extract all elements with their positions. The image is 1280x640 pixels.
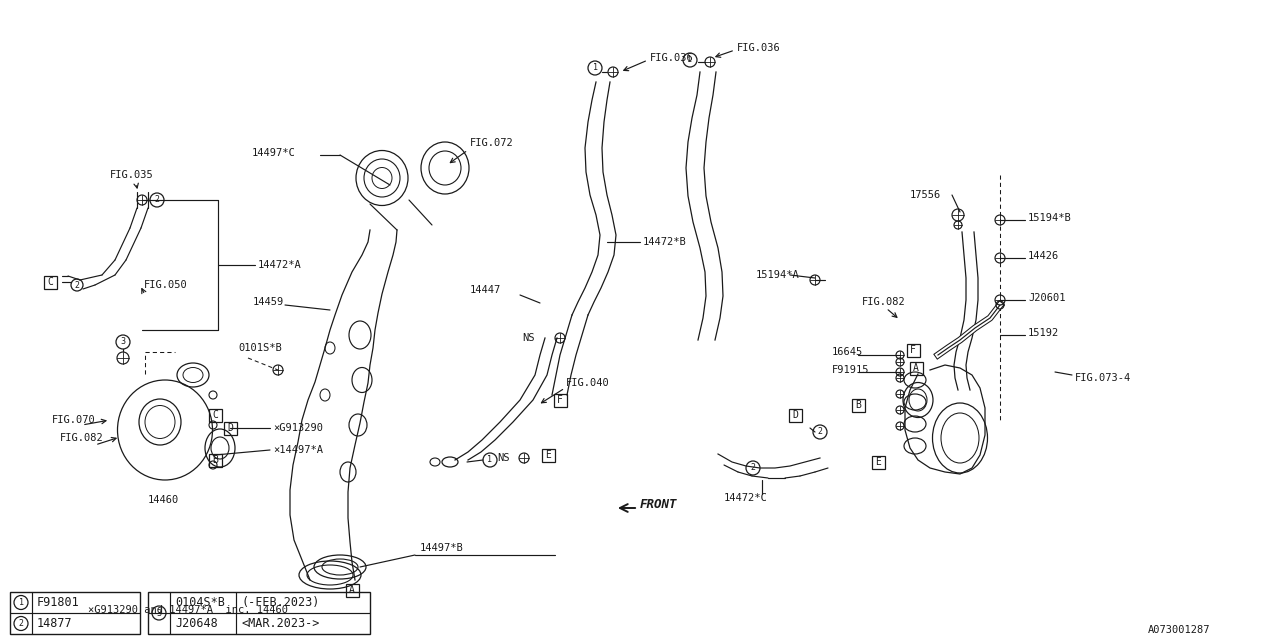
Bar	[346, 584, 358, 596]
Text: E: E	[876, 457, 881, 467]
Bar	[44, 275, 56, 289]
Text: 2: 2	[155, 195, 160, 205]
Text: FIG.040: FIG.040	[566, 378, 609, 388]
Text: FIG.036: FIG.036	[650, 53, 694, 63]
Text: 14460: 14460	[148, 495, 179, 505]
Text: F91915: F91915	[832, 365, 869, 375]
Text: FIG.082: FIG.082	[861, 297, 906, 307]
Text: 1: 1	[687, 56, 692, 65]
Bar	[553, 394, 567, 406]
Text: 14472*A: 14472*A	[259, 260, 302, 270]
Bar	[851, 399, 864, 412]
Bar	[224, 422, 237, 435]
Text: 14497*C: 14497*C	[252, 148, 296, 158]
Bar	[906, 344, 919, 356]
Text: 14497*B: 14497*B	[420, 543, 463, 553]
Text: 15192: 15192	[1028, 328, 1060, 338]
Text: 14447: 14447	[470, 285, 502, 295]
Text: 14472*C: 14472*C	[724, 493, 768, 503]
Text: 14877: 14877	[37, 617, 73, 630]
Text: F: F	[557, 395, 563, 405]
Text: 0101S*B: 0101S*B	[238, 343, 282, 353]
Text: 14459: 14459	[253, 297, 284, 307]
Text: 2: 2	[18, 619, 23, 628]
Text: F: F	[910, 345, 916, 355]
Bar	[788, 408, 801, 422]
Text: 1: 1	[488, 456, 493, 465]
Text: ×14497*A: ×14497*A	[273, 445, 323, 455]
Text: FIG.036: FIG.036	[737, 43, 781, 53]
Bar	[10, 592, 140, 634]
Text: 0104S*B: 0104S*B	[175, 596, 225, 609]
Text: FIG.050: FIG.050	[143, 280, 188, 290]
Text: FIG.073-4: FIG.073-4	[1075, 373, 1132, 383]
Text: 17556: 17556	[910, 190, 941, 200]
Bar	[910, 362, 923, 374]
Text: FIG.035: FIG.035	[110, 170, 154, 180]
Text: 15194*B: 15194*B	[1028, 213, 1071, 223]
Text: F91801: F91801	[37, 596, 79, 609]
Text: A: A	[349, 585, 355, 595]
Text: ×G913290 and 14497*A  inc. 14460: ×G913290 and 14497*A inc. 14460	[88, 605, 288, 615]
Text: B: B	[212, 455, 218, 465]
Text: A073001287: A073001287	[1148, 625, 1211, 635]
Text: 2: 2	[74, 280, 79, 289]
Bar	[209, 408, 221, 422]
Text: FIG.072: FIG.072	[470, 138, 513, 148]
Bar	[209, 454, 221, 467]
Text: 16645: 16645	[832, 347, 863, 357]
Text: 2: 2	[818, 428, 823, 436]
Text: FIG.082: FIG.082	[60, 433, 104, 443]
Text: 15194*A: 15194*A	[756, 270, 800, 280]
Text: ×G913290: ×G913290	[273, 423, 323, 433]
Text: (-FEB.2023): (-FEB.2023)	[241, 596, 320, 609]
Text: J20648: J20648	[175, 617, 218, 630]
Text: 1: 1	[18, 598, 23, 607]
Bar	[872, 456, 884, 468]
Text: 14426: 14426	[1028, 251, 1060, 261]
Text: D: D	[227, 423, 233, 433]
Text: 2: 2	[750, 463, 755, 472]
Text: J20601: J20601	[1028, 293, 1065, 303]
Text: C: C	[47, 277, 52, 287]
Bar	[541, 449, 554, 461]
Text: 14472*B: 14472*B	[643, 237, 687, 247]
Text: A: A	[913, 363, 919, 373]
Text: 1: 1	[593, 63, 598, 72]
Text: FRONT: FRONT	[640, 499, 677, 511]
Text: 3: 3	[156, 609, 161, 618]
Text: D: D	[792, 410, 797, 420]
Text: C: C	[212, 410, 218, 420]
Text: E: E	[545, 450, 550, 460]
Bar	[148, 592, 370, 634]
Text: 3: 3	[120, 337, 125, 346]
Text: <MAR.2023->: <MAR.2023->	[241, 617, 320, 630]
Text: FIG.070: FIG.070	[52, 415, 96, 425]
Text: NS: NS	[498, 453, 509, 463]
Text: NS: NS	[522, 333, 535, 343]
Text: B: B	[855, 400, 861, 410]
